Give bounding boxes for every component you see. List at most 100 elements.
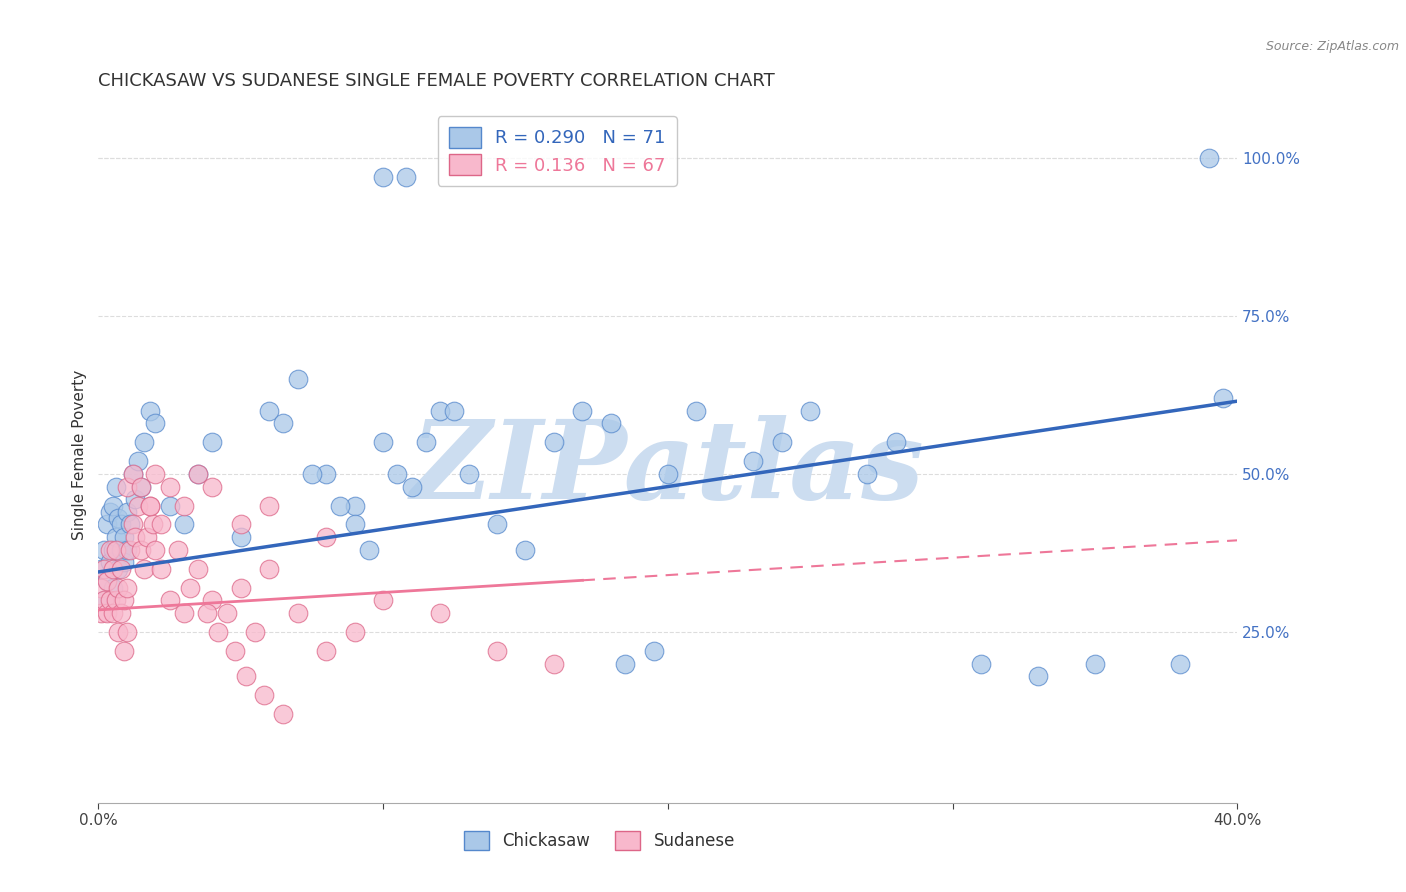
Point (159, 593, 181, 607)
Point (1198, 151, 1220, 165)
Point (315, 644, 337, 658)
Point (273, 417, 295, 431)
Point (115, 479, 138, 493)
Point (259, 499, 281, 513)
Point (104, 593, 127, 607)
Point (110, 606, 132, 620)
Point (104, 530, 127, 544)
Point (770, 435, 793, 450)
Point (543, 435, 565, 450)
Point (201, 479, 224, 493)
Point (127, 499, 149, 513)
Point (159, 479, 181, 493)
Point (187, 562, 209, 576)
Point (429, 606, 451, 620)
Point (643, 644, 665, 658)
Point (115, 505, 138, 519)
Point (600, 417, 623, 431)
Point (121, 517, 143, 532)
Point (115, 625, 138, 640)
Point (799, 403, 821, 417)
Point (132, 435, 155, 450)
Point (1170, 657, 1192, 671)
Point (259, 562, 281, 576)
Point (742, 454, 765, 468)
Point (173, 517, 195, 532)
Point (252, 688, 274, 702)
Point (110, 562, 132, 576)
Point (1212, 391, 1234, 405)
Point (98, 542, 121, 557)
Point (96, 574, 118, 589)
Point (187, 467, 209, 481)
Point (104, 479, 127, 493)
Point (101, 606, 124, 620)
Point (201, 593, 224, 607)
Point (150, 517, 173, 532)
Point (243, 625, 266, 640)
Point (90, 581, 112, 595)
Point (443, 403, 465, 417)
Point (110, 517, 132, 532)
Point (129, 479, 152, 493)
Point (112, 644, 135, 658)
Point (614, 657, 637, 671)
Point (401, 479, 423, 493)
Point (167, 542, 190, 557)
Point (93, 593, 115, 607)
Point (207, 625, 229, 640)
Point (132, 562, 155, 576)
Point (229, 530, 252, 544)
Point (124, 530, 146, 544)
Point (96, 606, 118, 620)
Point (135, 530, 157, 544)
Point (657, 467, 679, 481)
Point (343, 517, 366, 532)
Point (129, 479, 152, 493)
Point (457, 467, 479, 481)
Point (179, 581, 201, 595)
Point (1026, 669, 1049, 683)
Point (115, 542, 138, 557)
Point (101, 562, 124, 576)
Point (107, 511, 129, 525)
Point (287, 372, 309, 386)
Point (856, 467, 879, 481)
Point (90, 562, 112, 576)
Point (118, 542, 141, 557)
Point (112, 593, 135, 607)
Point (187, 467, 209, 481)
Point (93, 562, 115, 576)
Point (115, 581, 138, 595)
Point (1084, 657, 1107, 671)
Point (373, 169, 395, 184)
Point (229, 517, 252, 532)
Point (107, 562, 129, 576)
Point (343, 499, 366, 513)
Point (96, 517, 118, 532)
Point (110, 542, 132, 557)
Point (515, 542, 537, 557)
Point (107, 625, 129, 640)
Point (343, 625, 366, 640)
Point (121, 467, 143, 481)
Point (101, 581, 124, 595)
Point (315, 530, 337, 544)
Point (98, 593, 121, 607)
Point (98, 556, 121, 570)
Point (486, 517, 509, 532)
Point (173, 606, 195, 620)
Point (429, 403, 451, 417)
Point (195, 606, 218, 620)
Point (373, 593, 395, 607)
Point (104, 542, 127, 557)
Point (96, 574, 118, 589)
Point (301, 467, 323, 481)
Point (93, 542, 115, 557)
Point (357, 542, 380, 557)
Point (329, 499, 352, 513)
Point (273, 707, 295, 722)
Point (145, 467, 167, 481)
Point (93, 593, 115, 607)
Point (150, 562, 173, 576)
